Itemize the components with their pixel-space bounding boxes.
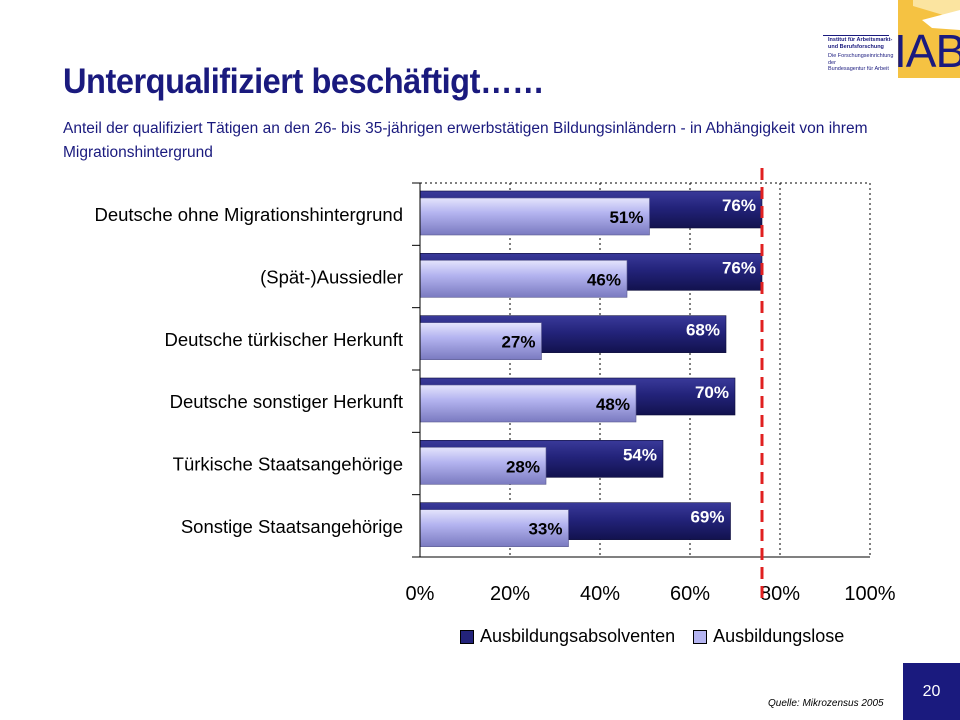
logo-institute-text: Institut für Arbeitsmarkt- und Berufsfor… <box>828 37 898 73</box>
iab-logo <box>898 0 960 78</box>
page-number-badge: 20 <box>903 663 960 720</box>
legend-label-series-1: Ausbildungsabsolventen <box>480 626 676 646</box>
x-tick-label-4: 80% <box>760 583 800 605</box>
logo-line-3: Die Forschungseinrichtung der <box>828 53 894 66</box>
label-absolventen-2: 68% <box>686 321 720 340</box>
category-label-0: Deutsche ohne Migrationshintergrund <box>94 204 403 225</box>
label-absolventen-0: 76% <box>722 196 756 215</box>
logo-line-1: Institut für Arbeitsmarkt- <box>828 37 893 43</box>
legend-swatch-series-1 <box>460 629 474 644</box>
label-ausbildungslose-2: 27% <box>501 333 535 352</box>
x-tick-label-0: 0% <box>406 583 435 605</box>
legend-swatch-series-2 <box>693 629 708 644</box>
logo-wordmark: IAB <box>894 25 960 77</box>
grid-layer <box>420 182 871 557</box>
x-tick-label-5: 100% <box>844 583 895 605</box>
page-subtitle: Anteil der qualifiziert Tätigen an den 2… <box>63 120 868 161</box>
bar-ausbildungslose-4 <box>419 447 547 485</box>
label-absolventen-3: 70% <box>695 383 729 402</box>
label-absolventen-5: 69% <box>690 508 724 527</box>
page-title: Unterqualifiziert beschäftigt…… <box>63 62 545 101</box>
label-ausbildungslose-0: 51% <box>609 208 643 227</box>
category-label-3: Deutsche sonstiger Herkunft <box>170 391 403 412</box>
x-tick-label-2: 40% <box>580 583 620 605</box>
bars-layer <box>419 190 763 547</box>
labels-layer: 76% 51% Deutsche ohne Migrationshintergrun… <box>94 196 756 539</box>
category-label-4: Türkische Staatsangehörige <box>173 454 403 475</box>
category-label-5: Sonstige Staatsangehörige <box>181 516 403 537</box>
label-ausbildungslose-5: 33% <box>528 520 562 539</box>
x-tick-label-1: 20% <box>490 583 530 605</box>
category-label-1: (Spät-)Aussiedler <box>260 267 403 288</box>
bar-ausbildungslose-5 <box>419 509 569 547</box>
legend-item-series-2: Ausbildungslose <box>693 626 844 647</box>
logo-white-wedge <box>922 10 960 30</box>
label-ausbildungslose-3: 48% <box>596 395 630 414</box>
legend-item-series-1: Ausbildungsabsolventen <box>460 626 675 647</box>
legend-label-series-2: Ausbildungslose <box>713 626 845 646</box>
axis-layer: 0% 20% 40% 60% 80% 100% <box>406 182 896 605</box>
logo-rule <box>823 35 889 36</box>
label-ausbildungslose-4: 28% <box>506 457 540 476</box>
label-absolventen-4: 54% <box>623 445 657 464</box>
bar-ausbildungslose-3 <box>419 384 637 423</box>
bar-ausbildungslose-2 <box>419 322 542 360</box>
logo-line-4: Bundesagentur für Arbeit <box>828 66 889 72</box>
category-label-2: Deutsche türkischer Herkunft <box>164 329 403 350</box>
logo-line-2: und Berufsforschung <box>828 43 884 50</box>
source-note: Quelle: Mikrozensus 2005 <box>768 698 884 709</box>
x-tick-label-3: 60% <box>670 583 710 605</box>
bar-ausbildungslose-1 <box>419 260 628 298</box>
chart-legend: Ausbildungsabsolventen Ausbildungslose <box>460 626 844 647</box>
label-absolventen-1: 76% <box>722 258 756 277</box>
label-ausbildungslose-1: 46% <box>587 270 621 289</box>
